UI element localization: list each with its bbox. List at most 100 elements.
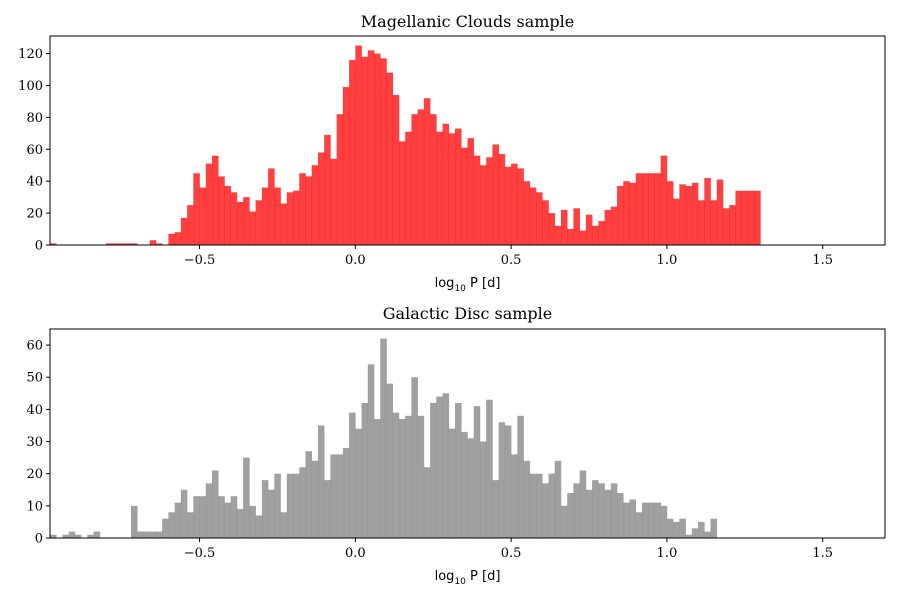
histogram-bar (735, 190, 742, 245)
histogram-bar (236, 201, 244, 245)
x-axis-label: log10 P [d] (435, 276, 501, 294)
histogram-bar (168, 512, 175, 538)
histogram-bar (623, 181, 630, 245)
histogram-bar (679, 518, 686, 538)
histogram-bar (50, 243, 57, 245)
histogram-bar (155, 243, 163, 245)
histogram-bar (542, 200, 549, 245)
histogram-bar (704, 531, 711, 538)
histogram-bar (411, 114, 418, 246)
histogram-bar (498, 154, 506, 245)
histogram-bar (349, 59, 356, 246)
histogram-bar (511, 454, 518, 538)
histogram-bar (305, 176, 313, 245)
histogram-bar (455, 128, 462, 245)
histogram-bar (405, 131, 412, 245)
histogram-bar (417, 109, 425, 245)
y-tick-label: 20 (26, 467, 43, 482)
y-axis-ticks: 0 10 20 30 40 50 60 (26, 339, 50, 547)
histogram-bar (504, 425, 512, 538)
histogram-bar (261, 187, 269, 245)
histogram-bar (641, 173, 649, 245)
histogram-bar (685, 534, 693, 538)
histogram-bar (567, 229, 574, 245)
histogram-bar (473, 406, 481, 538)
histogram-bar (398, 141, 406, 245)
histogram-bar (461, 431, 468, 538)
histogram-bar (249, 211, 256, 245)
histogram-bar (317, 425, 325, 538)
histogram-bar (180, 489, 188, 538)
histogram-bar (124, 243, 132, 245)
histogram-bar (224, 502, 232, 538)
histogram-bar (299, 173, 306, 245)
histogram-bar (467, 438, 475, 538)
histogram-bar (317, 152, 325, 245)
histogram-bar (205, 483, 213, 538)
histogram-bar (498, 422, 506, 538)
histogram-bar (249, 505, 256, 538)
histogram-bar (236, 509, 244, 538)
histogram-bar (585, 489, 593, 538)
histogram-bar (548, 473, 556, 538)
plot-frame (49, 328, 886, 539)
histogram-bar (118, 243, 126, 245)
histogram-bar (754, 190, 761, 245)
histogram-bar (199, 496, 207, 538)
histogram-bar (299, 467, 306, 538)
histogram-bar (305, 451, 313, 538)
histogram-bar (511, 163, 518, 245)
histogram-bar (554, 460, 562, 538)
histogram-bar (286, 473, 294, 538)
histogram-bar (268, 168, 275, 245)
histogram-bar (380, 58, 387, 246)
histogram-bar (486, 157, 493, 245)
histogram-bar (523, 460, 531, 538)
histogram-bar (106, 243, 113, 245)
histogram-bar (654, 173, 661, 245)
histogram-bar (467, 138, 475, 245)
histogram-bar (174, 232, 182, 245)
chart-title: Galactic Disc sample (383, 304, 552, 323)
histogram-bar (137, 531, 144, 538)
histogram-bar (560, 505, 568, 538)
y-tick-label: 0 (35, 239, 43, 254)
histogram-bar (155, 531, 163, 538)
histogram-bar (205, 163, 213, 245)
histogram-bar (635, 173, 643, 245)
y-tick-label: 30 (26, 435, 43, 450)
histogram-bar (641, 502, 649, 538)
histogram-bar (268, 489, 275, 538)
histogram-bar (604, 489, 612, 538)
histogram-bar (673, 521, 680, 538)
histogram-bar (635, 512, 643, 538)
plot-frame (49, 35, 886, 246)
histogram-bar (523, 181, 531, 245)
histogram-bar (423, 467, 431, 538)
histogram-bar (311, 165, 319, 245)
histogram-bar (293, 190, 300, 245)
histogram-bar (592, 480, 599, 538)
x-tick-label: 0.0 (345, 253, 366, 268)
histogram-bar (255, 515, 263, 538)
histogram-bar (430, 114, 437, 246)
bar-series (50, 45, 761, 246)
histogram-bar (448, 133, 456, 245)
histogram-bar (716, 179, 724, 245)
histogram-bar (573, 483, 580, 538)
histogram-bar (280, 203, 288, 245)
histogram-bar (193, 173, 200, 245)
histogram-bar (691, 528, 699, 538)
histogram-bar (610, 206, 618, 245)
histogram-bar (666, 181, 674, 245)
histogram-bar (187, 205, 194, 245)
y-tick-label: 120 (18, 47, 43, 62)
histogram-bar (374, 53, 381, 245)
histogram-bar (367, 364, 375, 538)
x-tick-label: 1.0 (657, 253, 678, 268)
histogram-bar (243, 197, 250, 245)
histogram-bar (704, 177, 711, 245)
y-tick-label: 60 (26, 143, 43, 158)
x-tick-label: −0.5 (184, 546, 216, 561)
chart-title: Magellanic Clouds sample (361, 12, 574, 31)
